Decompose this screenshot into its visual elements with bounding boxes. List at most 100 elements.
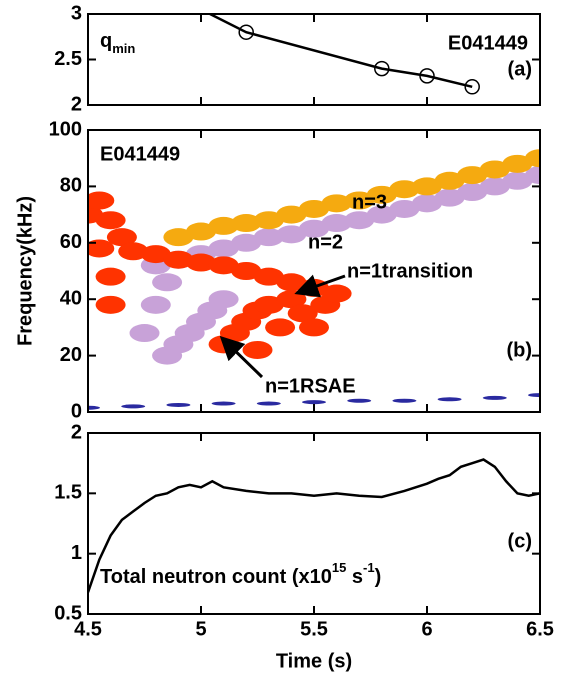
- spectral-point: [434, 171, 465, 190]
- spectral-point: [265, 318, 296, 337]
- x-tick-label: 5: [195, 618, 206, 640]
- spectral-point: [253, 211, 284, 230]
- spectral-point: [256, 401, 281, 406]
- panel-label: (a): [508, 58, 532, 80]
- spectral-point: [412, 194, 442, 213]
- spectral-point: [299, 219, 329, 238]
- annotation: n=1RSAE: [265, 375, 356, 397]
- y-tick-label: 0.5: [54, 602, 82, 624]
- spectral-point: [366, 185, 397, 204]
- annotation: n=3: [352, 191, 387, 213]
- spectral-point: [299, 199, 329, 218]
- x-tick-label: 5.5: [300, 618, 328, 640]
- data-line: [88, 458, 540, 593]
- plot-area: [88, 458, 540, 593]
- panel-label: (c): [508, 530, 532, 552]
- y-tick-label: 60: [60, 231, 82, 253]
- spectral-point: [231, 214, 262, 233]
- series-label: Total neutron count (x1015 s-1): [100, 560, 381, 588]
- annotation: n=1transition: [347, 260, 473, 282]
- spectral-point: [321, 284, 352, 303]
- spectral-point: [412, 177, 442, 196]
- spectral-point: [88, 239, 115, 258]
- annotation: n=2: [308, 231, 343, 253]
- y-tick-label: 1: [71, 542, 82, 564]
- spectral-point: [299, 318, 329, 337]
- spectral-point: [344, 191, 375, 210]
- spectral-point: [434, 188, 465, 207]
- spectral-point: [231, 233, 262, 252]
- spectral-point: [231, 262, 262, 280]
- y-tick-label: 1.5: [54, 482, 82, 504]
- spectral-point: [140, 245, 171, 264]
- spectral-point: [502, 171, 533, 190]
- y-tick-label: 2.5: [54, 48, 82, 70]
- marker: [419, 68, 435, 84]
- spectral-point: [502, 154, 533, 173]
- spectral-point: [208, 290, 239, 309]
- y-tick-label: 20: [60, 344, 82, 366]
- spectral-point: [482, 395, 507, 400]
- frame: [87, 13, 541, 106]
- spectral-point: [437, 397, 462, 402]
- spectral-point: [88, 405, 100, 410]
- y-tick-label: 0: [71, 400, 82, 422]
- spectral-point: [525, 149, 540, 168]
- spectral-point: [457, 166, 488, 185]
- spectral-point: [525, 166, 540, 185]
- spectral-point: [106, 228, 137, 247]
- spectral-point: [166, 402, 191, 407]
- spectral-point: [186, 222, 216, 241]
- spectral-point: [276, 205, 307, 224]
- spectral-point: [208, 256, 239, 275]
- spectral-point: [88, 191, 115, 210]
- x-tick-label: 4.5: [74, 618, 102, 640]
- spectral-point: [118, 242, 149, 261]
- spectral-point: [392, 398, 417, 403]
- spectral-point: [121, 404, 146, 409]
- annotation-arrow: [219, 335, 264, 379]
- spectral-point: [276, 225, 307, 244]
- label-part: Total neutron count (x10: [100, 566, 332, 588]
- annotation-arrow: [294, 274, 346, 298]
- shot-label: E041449: [448, 32, 528, 54]
- x-tick-label: 6.5: [526, 618, 554, 640]
- y-tick-label: 100: [49, 118, 82, 140]
- spectral-point: [95, 295, 126, 314]
- y-tick-label: 40: [60, 287, 82, 309]
- spectral-point: [208, 216, 239, 235]
- spectral-point: [95, 267, 126, 286]
- y-tick-label: 2: [71, 93, 82, 115]
- spectral-point: [208, 239, 239, 258]
- spectral-point: [163, 228, 194, 247]
- series-label: qmin: [100, 30, 135, 56]
- spectral-point: [211, 401, 236, 406]
- label-part: 15: [332, 560, 346, 575]
- plot-area: [88, 149, 540, 410]
- shot-label: E041449: [100, 143, 180, 165]
- spectral-point: [95, 211, 126, 230]
- marker: [374, 60, 390, 77]
- spectral-point: [366, 205, 397, 224]
- spectral-point: [287, 304, 318, 323]
- spectral-point: [321, 194, 352, 213]
- spectral-point: [389, 199, 420, 218]
- spectral-point: [242, 340, 273, 359]
- label-part: ): [375, 566, 382, 588]
- spectral-point: [344, 211, 375, 230]
- spectral-point: [140, 295, 171, 314]
- label-sub: min: [112, 41, 135, 56]
- marker: [238, 24, 254, 40]
- spectral-point: [528, 393, 540, 398]
- label-main: q: [100, 30, 112, 52]
- spectral-point: [479, 177, 510, 196]
- data-line: [209, 14, 473, 89]
- panel-label: (b): [506, 339, 532, 361]
- label-part: -1: [363, 560, 375, 575]
- label-part: s: [346, 566, 363, 588]
- plot-area: [209, 14, 480, 95]
- spectral-point: [129, 324, 160, 343]
- spectral-point: [457, 183, 488, 202]
- y-tick-label: 2: [71, 421, 82, 443]
